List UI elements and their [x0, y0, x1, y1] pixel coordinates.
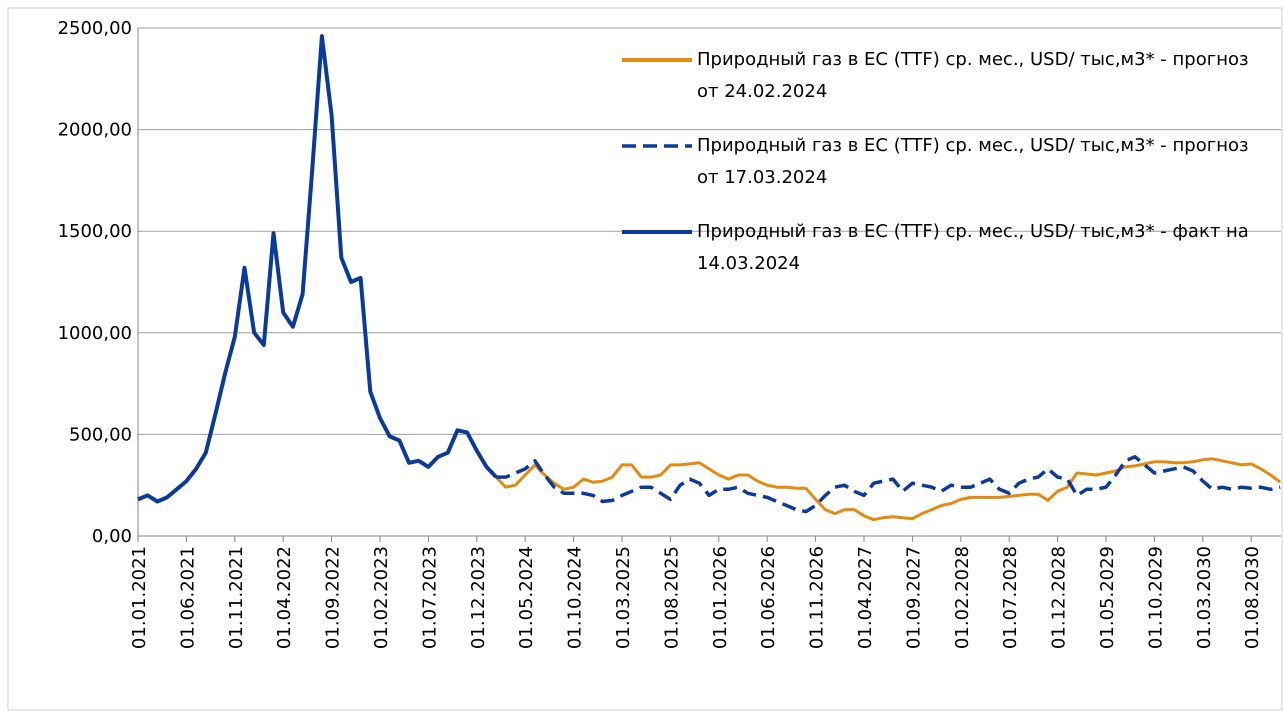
x-tick-label: 01.12.2028: [1049, 546, 1070, 649]
x-tick-label: 01.04.2027: [855, 546, 876, 649]
y-tick-label: 500,00: [69, 424, 132, 445]
series-line: [495, 457, 1282, 522]
series-line: [496, 455, 1281, 514]
x-tick-label: 01.12.2023: [468, 546, 489, 649]
x-tick-label: 01.09.2027: [903, 546, 924, 649]
x-tick-label: 01.01.2021: [129, 546, 150, 649]
x-tick-label: 01.07.2023: [419, 546, 440, 649]
legend-label: Природный газ в ЕС (TTF) ср. мес., USD/ …: [697, 221, 1249, 274]
y-tick-label: 1500,00: [58, 221, 132, 242]
x-tick-label: 01.05.2024: [516, 546, 537, 649]
x-tick-label: 01.05.2029: [1097, 546, 1118, 649]
x-tick-label: 01.04.2022: [274, 546, 295, 649]
x-tick-label: 01.10.2024: [565, 546, 586, 649]
x-tick-label: 01.01.2026: [710, 546, 731, 649]
x-tick-label: 01.02.2023: [371, 546, 392, 649]
y-tick-label: 1000,00: [58, 323, 132, 344]
y-tick-label: 2000,00: [58, 120, 132, 141]
x-tick-label: 01.11.2021: [226, 546, 247, 649]
series-line: [137, 34, 498, 504]
legend-label: Природный газ в ЕС (TTF) ср. мес., USD/ …: [697, 49, 1249, 102]
x-tick-label: 01.03.2030: [1194, 546, 1215, 649]
x-tick-label: 01.09.2022: [323, 546, 344, 649]
x-tick-label: 01.07.2028: [1000, 546, 1021, 649]
x-tick-label: 01.08.2025: [661, 546, 682, 649]
x-tick-label: 01.03.2025: [613, 546, 634, 649]
legend-label: Природный газ в ЕС (TTF) ср. мес., USD/ …: [697, 135, 1249, 188]
x-tick-label: 01.08.2030: [1242, 546, 1263, 649]
y-tick-label: 0,00: [92, 526, 132, 547]
x-tick-label: 01.10.2029: [1145, 546, 1166, 649]
x-tick-label: 01.11.2026: [807, 546, 828, 649]
x-tick-label: 01.02.2028: [952, 546, 973, 649]
x-tick-label: 01.06.2026: [758, 546, 779, 649]
chart-border: [7, 7, 1283, 711]
x-tick-label: 01.06.2021: [177, 546, 198, 649]
y-tick-label: 2500,00: [58, 18, 132, 39]
